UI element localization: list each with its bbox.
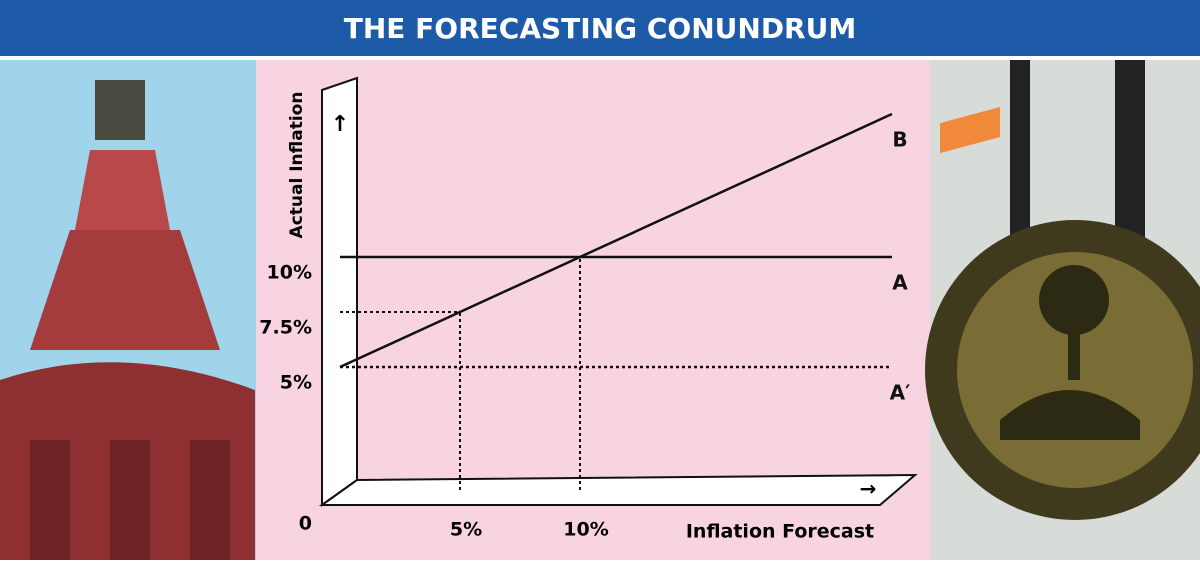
- x-tick-label: 5%: [450, 519, 482, 541]
- y-axis-wall: [321, 76, 358, 507]
- series-label: A′: [890, 381, 911, 405]
- y-axis-label: Actual Inflation: [287, 92, 307, 239]
- series-label: B: [892, 128, 907, 152]
- y-tick-label: 0: [299, 513, 312, 535]
- header-bar: [0, 0, 1200, 56]
- right-photo: [925, 60, 1200, 560]
- y-tick-label: 5%: [280, 372, 312, 394]
- series-line: [339, 112, 893, 369]
- y-arrow: ↑: [331, 112, 349, 137]
- x-arrow: →: [860, 477, 877, 501]
- left-photo: [0, 60, 256, 560]
- title: THE FORECASTING CONUNDRUM: [344, 12, 856, 45]
- x-axis-floor: [318, 473, 918, 506]
- x-tick-label: 10%: [563, 519, 608, 541]
- y-tick-label: 7.5%: [259, 317, 312, 339]
- series-label: A: [892, 271, 908, 295]
- x-axis-label: Inflation Forecast: [686, 521, 874, 543]
- y-tick-label: 10%: [267, 262, 312, 284]
